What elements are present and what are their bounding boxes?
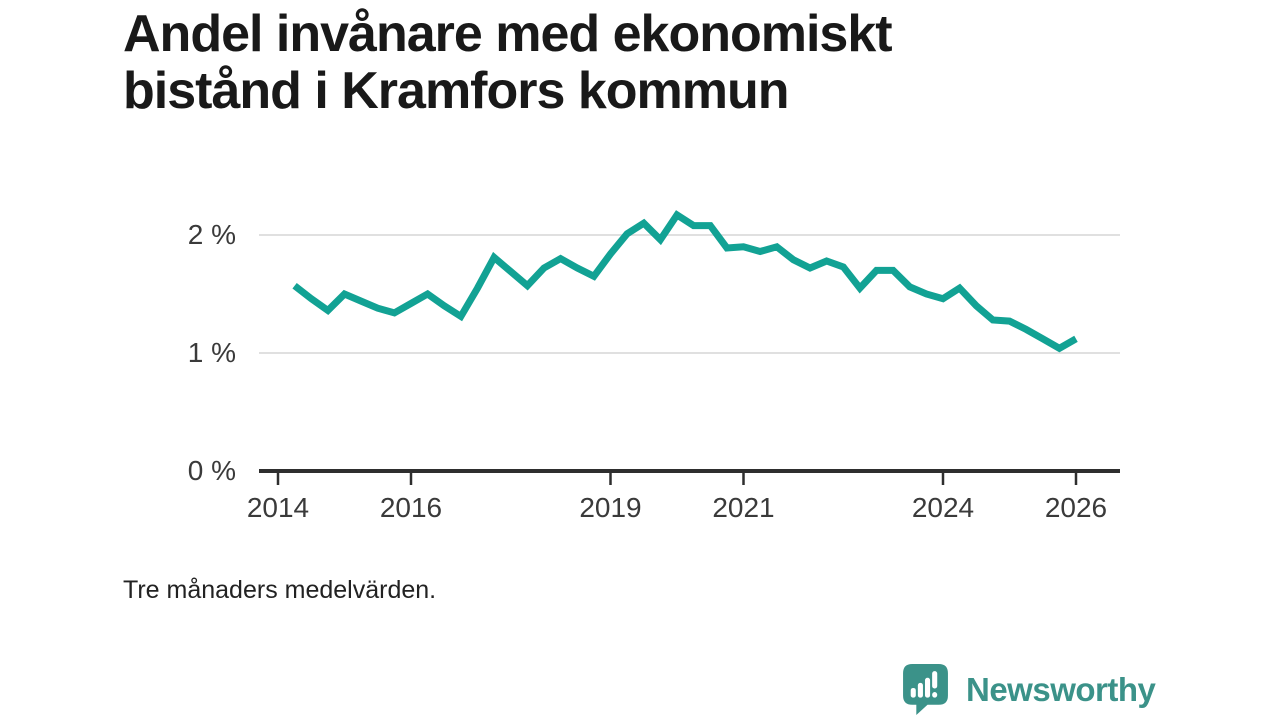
x-axis-label: 2024 bbox=[911, 492, 975, 523]
y-axis-label: 0 % bbox=[187, 455, 236, 486]
newsworthy-logo-text: Newsworthy bbox=[966, 671, 1156, 708]
chart-title-line-1: Andel invånare med ekonomiskt bbox=[123, 5, 893, 63]
chart-title-line-2: bistånd i Kramfors kommun bbox=[123, 62, 790, 120]
x-axis-label: 2019 bbox=[579, 492, 642, 523]
x-axis-label: 2021 bbox=[712, 492, 775, 523]
newsworthy-speech-bubble-bar-chart-icon bbox=[903, 663, 948, 715]
y-axis-label: 2 % bbox=[187, 219, 236, 250]
x-axis-label: 2016 bbox=[379, 492, 443, 523]
gridlines-group bbox=[259, 234, 1120, 354]
newsworthy-logo: Newsworthy bbox=[903, 663, 1156, 715]
chart-footnote: Tre månaders medelvärden. bbox=[123, 576, 437, 604]
tickmarks-group bbox=[276, 473, 1078, 485]
y-axis-label: 1 % bbox=[187, 337, 236, 368]
x-axis-label: 2014 bbox=[246, 492, 310, 523]
chart-title: Andel invånare med ekonomiskt bistånd i … bbox=[123, 6, 1023, 120]
trend-line bbox=[292, 210, 1078, 353]
x-axis-label: 2026 bbox=[1044, 492, 1108, 523]
